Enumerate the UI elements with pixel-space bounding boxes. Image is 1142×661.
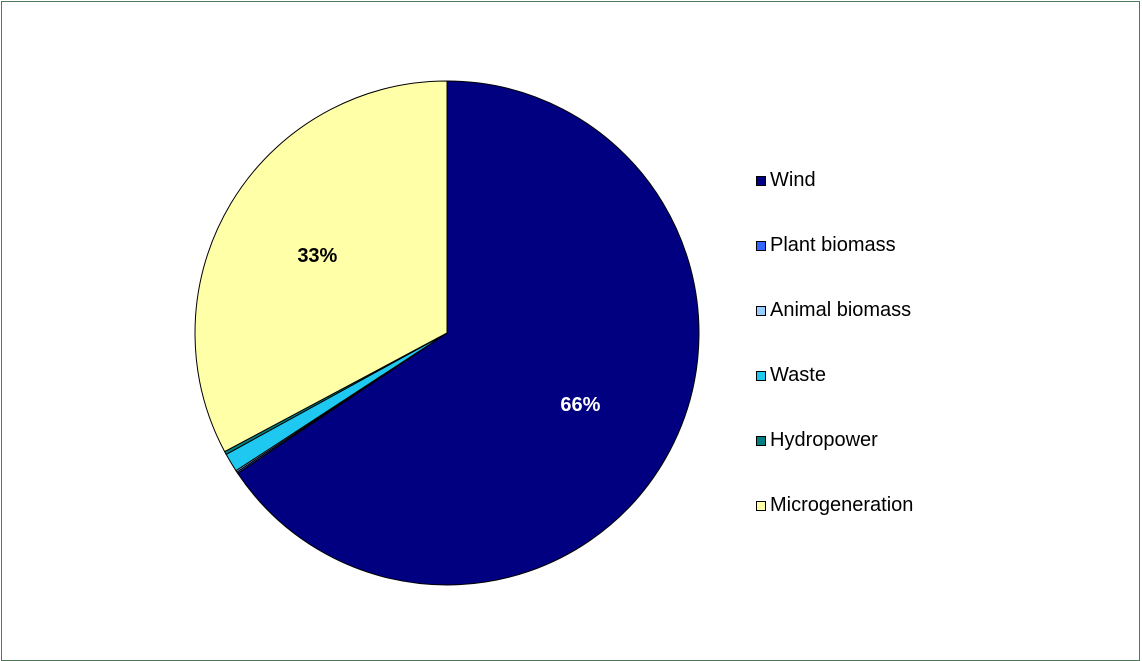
- legend-swatch: [756, 370, 766, 381]
- legend-swatch: [756, 435, 766, 446]
- legend-swatch: [756, 500, 766, 511]
- data-label-microgeneration: 33%: [297, 245, 337, 267]
- legend-label: Microgeneration: [770, 494, 914, 516]
- pie-slice-microgeneration: [194, 80, 448, 453]
- legend-item: Hydropower: [756, 408, 1016, 473]
- legend-label: Hydropower: [770, 429, 878, 451]
- legend-swatch: [756, 175, 766, 186]
- legend-item: Animal biomass: [756, 278, 1016, 343]
- legend-item: Waste: [756, 343, 1016, 408]
- legend: Wind Plant biomass Animal biomass Waste Hydr…: [756, 148, 1016, 538]
- legend-label: Wind: [770, 169, 816, 191]
- legend-swatch: [756, 240, 766, 251]
- legend-item: Microgeneration: [756, 473, 1016, 538]
- legend-label: Plant biomass: [770, 234, 896, 256]
- legend-swatch: [756, 305, 766, 316]
- legend-item: Wind: [756, 148, 1016, 213]
- legend-item: Plant biomass: [756, 213, 1016, 278]
- data-label-wind: 66%: [560, 394, 600, 416]
- legend-label: Animal biomass: [770, 299, 912, 321]
- legend-label: Waste: [770, 364, 826, 386]
- pie-slice-wind: [236, 80, 700, 586]
